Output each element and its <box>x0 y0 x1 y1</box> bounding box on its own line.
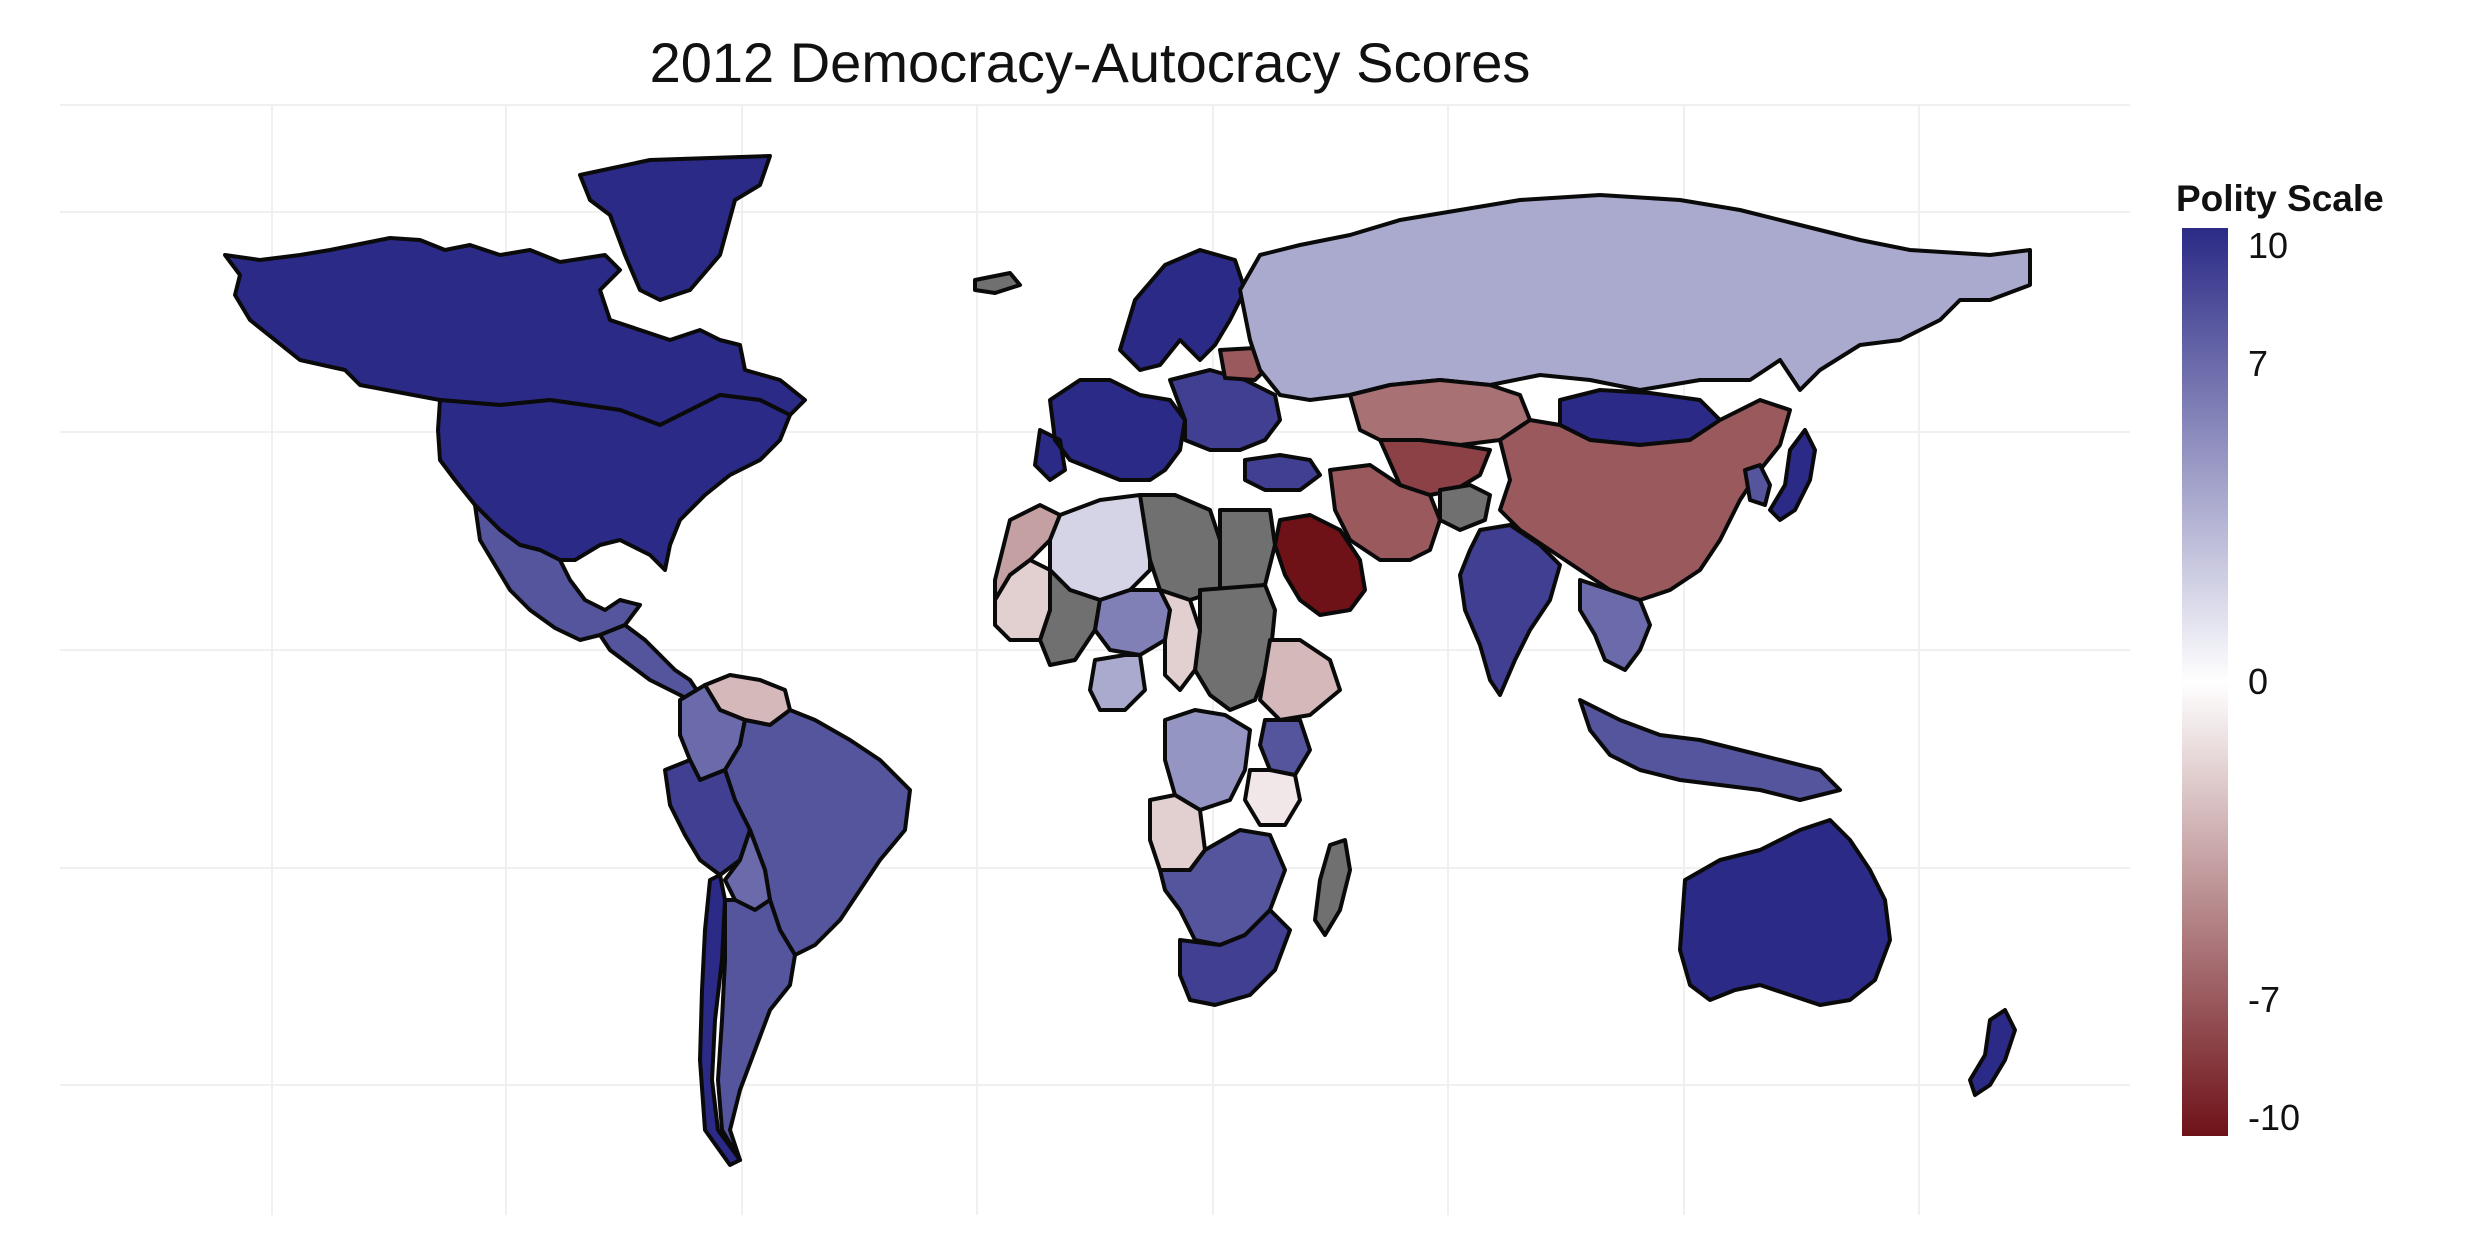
region-tanzania <box>1243 768 1302 827</box>
region-central-asia <box>1378 438 1492 497</box>
region-japan <box>1768 428 1817 522</box>
region-western-europe <box>1033 378 1187 482</box>
legend-color-bar <box>2182 228 2228 1136</box>
region-egypt <box>1218 508 1277 592</box>
region-iceland <box>973 271 1022 295</box>
region-dr-congo <box>1163 708 1252 812</box>
region-kenya <box>1258 718 1312 777</box>
legend-tick-label: 7 <box>2248 343 2269 385</box>
region-south-africa <box>1178 908 1292 1007</box>
world-map <box>60 104 2130 1215</box>
legend-tick-label: -10 <box>2248 1097 2301 1138</box>
map-title: 2012 Democracy-Autocracy Scores <box>649 31 1531 94</box>
region-saudi-arabia <box>1273 513 1367 617</box>
region-kazakhstan <box>1348 378 1532 447</box>
region-new-zealand <box>1968 1008 2017 1097</box>
region-iran <box>1328 463 1442 562</box>
legend-tick-label: 10 <box>2248 225 2289 266</box>
region-libya <box>1138 493 1222 602</box>
region-russia <box>1238 193 2032 402</box>
region-madagascar <box>1313 838 1352 937</box>
region-mauritania <box>993 558 1052 642</box>
region-indonesia <box>1578 698 1842 802</box>
region-niger <box>1093 588 1172 657</box>
legend-tick-label: -7 <box>2248 978 2281 1020</box>
region-chile <box>698 873 742 1167</box>
region-korea <box>1743 463 1772 507</box>
region-ethiopia <box>1258 638 1342 722</box>
region-scandinavia <box>1118 248 1247 372</box>
region-canada <box>223 236 807 427</box>
region-greenland <box>578 154 772 302</box>
region-mexico <box>473 503 642 642</box>
region-argentina <box>716 898 797 1162</box>
region-nigeria <box>1088 653 1147 712</box>
legend-title: Polity Scale <box>2176 178 2384 219</box>
region-india <box>1458 523 1562 697</box>
region-eastern-europe <box>1168 368 1282 452</box>
region-afghanistan <box>1438 483 1492 532</box>
region-australia <box>1678 818 1892 1007</box>
legend-tick-label: 0 <box>2248 661 2269 702</box>
region-chad <box>1158 588 1202 692</box>
region-central-america <box>598 623 702 702</box>
region-turkey <box>1243 453 1322 492</box>
region-southeast-asia <box>1578 578 1652 672</box>
